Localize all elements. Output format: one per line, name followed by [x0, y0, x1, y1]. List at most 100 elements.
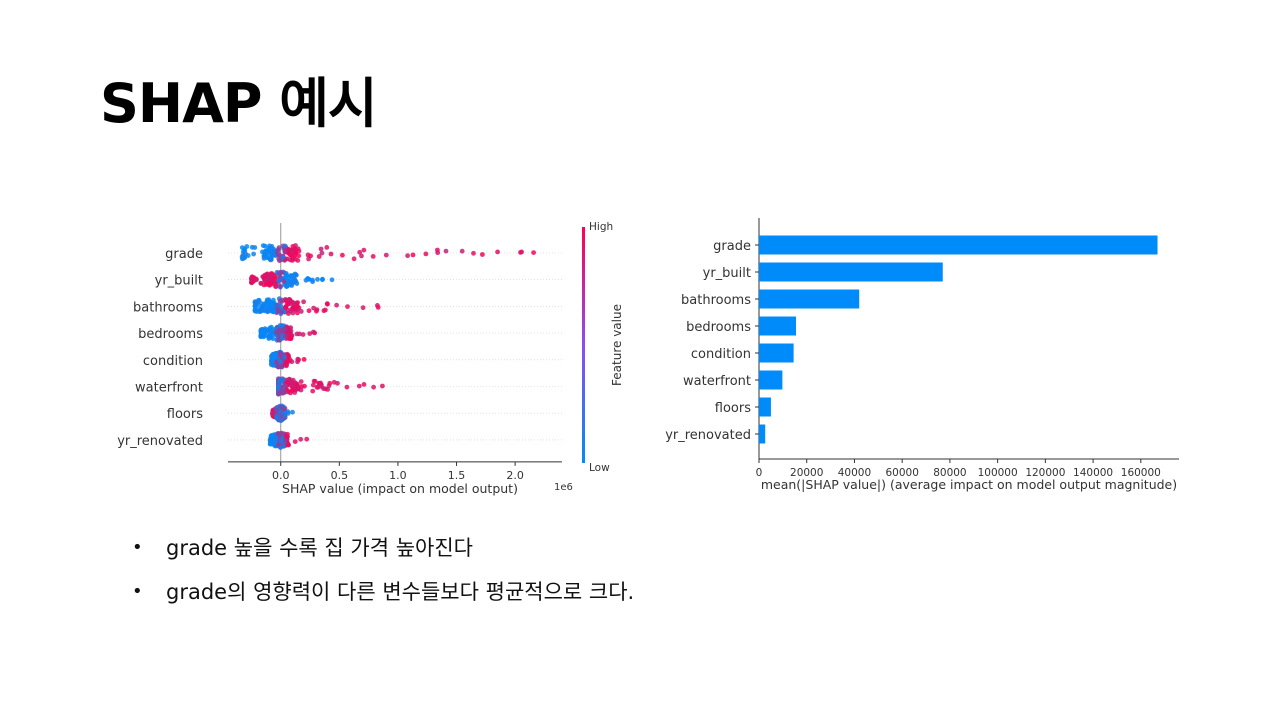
shap-point [323, 307, 328, 313]
x-tick-label: 1.5 [448, 469, 466, 482]
shap-point [254, 277, 259, 283]
shap-point [270, 411, 276, 416]
x-tick-label: 40000 [838, 467, 871, 479]
shap-point [259, 329, 265, 335]
shap-point [286, 297, 292, 302]
shap-point [283, 433, 289, 439]
bar [759, 424, 766, 444]
shap-point [435, 250, 441, 256]
feature-label: condition [143, 354, 203, 369]
shap-point [278, 352, 284, 358]
shap-point [289, 249, 295, 255]
shap-point [301, 299, 306, 305]
shap-point [305, 276, 311, 282]
shap-point [283, 271, 289, 276]
bullet-text: grade 높을 수록 집 가격 높아진다 [166, 536, 473, 560]
bar [759, 397, 771, 417]
shap-point [294, 281, 300, 286]
shap-point [261, 256, 267, 261]
feature-label: grade [165, 247, 203, 262]
shap-point [371, 384, 376, 390]
shap-point [359, 253, 364, 259]
shap-point [319, 384, 324, 389]
shap-point [288, 336, 294, 341]
shap-point [318, 380, 323, 386]
shap-point [329, 277, 335, 283]
x-tick-label: 0.0 [272, 469, 290, 482]
bar [759, 343, 794, 363]
shap-point [274, 329, 280, 335]
shap-point [268, 434, 274, 440]
x-tick-label: 80000 [933, 467, 966, 479]
shap-point [267, 243, 272, 249]
shap-point [310, 382, 316, 388]
category-label: bathrooms [681, 293, 751, 308]
shap-point [305, 252, 311, 258]
bar [759, 235, 1158, 255]
shap-point [370, 254, 376, 259]
shap-point [249, 244, 255, 250]
shap-point [278, 309, 284, 315]
x-axis-title: mean(|SHAP value|) (average impact on mo… [761, 477, 1177, 492]
shap-point [282, 413, 288, 419]
shap-point [334, 302, 339, 308]
shap-beeswarm-chart: grade yr_built bathrooms bedrooms condition w… [117, 221, 624, 496]
shap-point [268, 257, 273, 263]
shap-point [277, 258, 282, 264]
shap-point [241, 255, 247, 261]
shap-point [405, 253, 410, 259]
bullet-list: • grade 높을 수록 집 가격 높아진다 • grade의 영향력이 다른… [132, 530, 634, 618]
shap-point [290, 377, 296, 383]
shap-point [290, 258, 295, 263]
shap-point [380, 383, 385, 389]
shap-point [262, 250, 268, 255]
shap-point [268, 441, 273, 447]
shap-point [283, 249, 288, 255]
shap-point [495, 249, 500, 255]
shap-point [301, 357, 307, 362]
category-label: waterfront [683, 374, 751, 389]
shap-point [278, 284, 283, 289]
shap-point [298, 379, 304, 384]
bullet-icon: • [132, 537, 143, 558]
bar [759, 370, 783, 390]
shap-point [295, 258, 301, 263]
shap-point [274, 415, 279, 420]
shap-point [360, 305, 366, 311]
category-label: condition [691, 347, 751, 362]
shap-point [285, 409, 291, 415]
feature-label: yr_built [155, 274, 203, 289]
shap-point [307, 331, 313, 336]
x-tick-label: 2.0 [506, 469, 524, 482]
shap-point [293, 250, 298, 256]
shap-point [279, 323, 285, 328]
shap-point [266, 334, 271, 340]
shap-point [340, 252, 345, 258]
shap-point [276, 391, 281, 397]
shap-point [275, 252, 281, 258]
shap-point [282, 354, 287, 360]
shap-point [288, 325, 294, 331]
bar [759, 289, 860, 309]
shap-point [519, 249, 524, 255]
category-label: bedrooms [686, 320, 751, 335]
shap-point [288, 308, 294, 314]
shap-point [274, 360, 279, 365]
shap-point [356, 383, 362, 389]
shap-point [265, 276, 271, 282]
shap-point [298, 436, 304, 442]
x-tick-label: 0.5 [331, 469, 349, 482]
shap-point [268, 302, 274, 307]
shap-point [320, 276, 325, 282]
shap-point [262, 272, 268, 278]
shap-point [291, 300, 296, 306]
shap-point [283, 304, 288, 310]
shap-point [278, 359, 283, 365]
x-tick-label: 0 [756, 467, 763, 479]
shap-point [261, 282, 267, 288]
feature-label: floors [167, 407, 203, 422]
shap-point [256, 298, 262, 303]
feature-label: bedrooms [138, 327, 203, 342]
shap-point [471, 250, 476, 256]
shap-point [278, 418, 284, 424]
